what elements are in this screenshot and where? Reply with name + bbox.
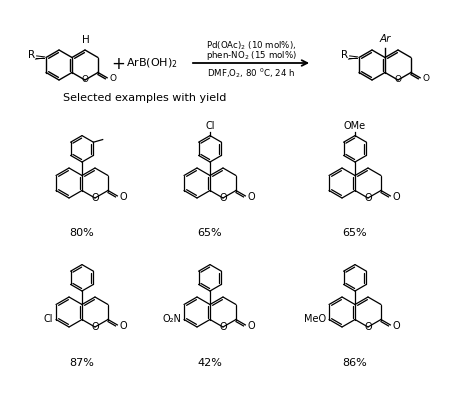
Text: Selected examples with yield: Selected examples with yield <box>64 93 227 103</box>
Text: O: O <box>219 193 227 203</box>
Text: 65%: 65% <box>343 228 367 239</box>
Text: 86%: 86% <box>343 357 367 368</box>
Text: O: O <box>120 321 128 331</box>
Text: O: O <box>248 192 255 202</box>
Text: Cl: Cl <box>205 121 215 131</box>
Text: R: R <box>28 50 36 60</box>
Text: O: O <box>82 76 89 84</box>
Text: O₂N: O₂N <box>162 315 181 325</box>
Text: 42%: 42% <box>198 357 222 368</box>
Text: O: O <box>393 192 401 202</box>
Text: MeO: MeO <box>304 315 326 325</box>
Text: O: O <box>364 193 372 203</box>
Text: 87%: 87% <box>70 357 94 368</box>
Text: R: R <box>341 50 348 60</box>
Text: O: O <box>91 193 99 203</box>
Text: O: O <box>248 321 255 331</box>
Text: O: O <box>422 74 429 83</box>
Text: Ar: Ar <box>379 34 391 45</box>
Text: O: O <box>219 322 227 332</box>
Text: O: O <box>120 192 128 202</box>
Text: O: O <box>91 322 99 332</box>
Text: O: O <box>109 74 116 83</box>
Text: O: O <box>394 76 401 84</box>
Text: O: O <box>393 321 401 331</box>
Text: +: + <box>111 55 125 73</box>
Text: Cl: Cl <box>44 315 53 325</box>
Text: Pd(OAc)$_2$ (10 mol%),: Pd(OAc)$_2$ (10 mol%), <box>206 40 296 52</box>
Text: DMF,O$_2$, 80 $^0$C, 24 h: DMF,O$_2$, 80 $^0$C, 24 h <box>207 66 295 80</box>
Text: ArB(OH)$_2$: ArB(OH)$_2$ <box>126 56 178 70</box>
Text: O: O <box>364 322 372 332</box>
Text: 80%: 80% <box>70 228 94 239</box>
Text: OMe: OMe <box>344 121 366 131</box>
Text: phen-NO$_2$ (15 mol%): phen-NO$_2$ (15 mol%) <box>206 48 296 61</box>
Text: H: H <box>82 35 90 45</box>
Text: 65%: 65% <box>198 228 222 239</box>
